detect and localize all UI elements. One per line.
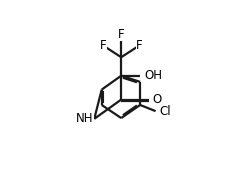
Text: F: F [136,39,142,52]
Text: NH: NH [75,112,93,125]
Text: O: O [152,93,161,106]
Text: F: F [100,39,107,52]
Text: Cl: Cl [160,105,171,118]
Text: OH: OH [145,69,163,82]
Text: F: F [118,28,125,41]
